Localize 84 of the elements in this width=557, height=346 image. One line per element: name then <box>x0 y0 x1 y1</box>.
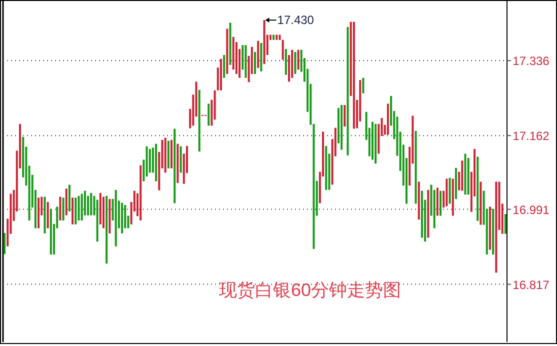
bar <box>106 196 108 264</box>
bar <box>68 184 70 212</box>
bar <box>167 140 170 168</box>
bar <box>46 202 49 228</box>
bar <box>148 148 151 173</box>
bar <box>198 90 200 152</box>
bar <box>208 104 210 126</box>
bar <box>386 104 389 135</box>
bar <box>257 40 260 68</box>
bar <box>427 190 430 238</box>
bar <box>272 34 275 40</box>
bar <box>260 42 262 72</box>
bar <box>38 198 40 228</box>
bar <box>244 45 247 78</box>
bar <box>226 28 228 74</box>
bar <box>464 154 466 195</box>
bar <box>174 128 176 204</box>
bar <box>220 58 222 90</box>
bar <box>436 188 438 216</box>
bar <box>440 190 442 216</box>
bar <box>276 34 278 40</box>
bar <box>102 196 104 228</box>
bar <box>176 144 179 183</box>
bar <box>155 144 158 182</box>
bar <box>374 124 377 164</box>
bar <box>254 52 256 74</box>
bar <box>44 196 46 234</box>
bar <box>282 40 284 60</box>
bar <box>362 78 364 94</box>
bar <box>344 104 346 127</box>
bar <box>59 196 62 220</box>
bar <box>452 178 454 216</box>
y-tick-label: 16.817 <box>512 278 550 292</box>
bar <box>488 206 491 250</box>
bar <box>284 48 287 75</box>
annotation: 17.430 <box>277 13 314 28</box>
bar <box>72 198 74 224</box>
bar <box>170 140 173 168</box>
bar <box>223 55 226 78</box>
bar <box>291 50 294 78</box>
bar <box>232 36 234 70</box>
bar <box>495 182 498 273</box>
bar <box>446 178 448 206</box>
bar <box>99 192 102 224</box>
bar <box>278 34 281 40</box>
bar <box>504 214 506 234</box>
bar <box>492 208 494 255</box>
bar <box>448 178 451 204</box>
y-tick-label: 17.162 <box>512 129 550 144</box>
bar <box>50 208 52 255</box>
bar <box>78 196 80 220</box>
bar <box>140 165 142 220</box>
y-tick-label: 16.991 <box>512 202 550 217</box>
bar <box>90 192 92 216</box>
bar <box>62 198 64 220</box>
bar <box>414 130 417 204</box>
bar <box>164 138 166 173</box>
bar <box>121 202 124 234</box>
annotation: 现货白银60分钟走势图 <box>218 280 402 300</box>
bar <box>74 198 77 224</box>
bar <box>65 188 68 216</box>
bar <box>294 52 296 74</box>
bar <box>114 190 117 246</box>
bar <box>418 182 420 220</box>
bar <box>467 158 470 195</box>
bar <box>454 168 457 199</box>
bar <box>480 182 482 225</box>
bar <box>263 20 266 64</box>
bar <box>80 194 83 220</box>
bar <box>4 232 6 254</box>
bar <box>371 122 374 160</box>
bar <box>297 50 300 70</box>
bar <box>352 22 355 129</box>
bar <box>346 26 349 156</box>
bar <box>420 190 423 238</box>
bar <box>96 200 98 242</box>
y-tick-label: 17.336 <box>512 54 550 68</box>
bar <box>476 156 479 221</box>
bar <box>229 22 232 65</box>
bar <box>325 146 328 190</box>
bar <box>461 160 464 191</box>
bar <box>340 104 343 150</box>
bar <box>108 198 111 234</box>
bar <box>180 146 182 173</box>
